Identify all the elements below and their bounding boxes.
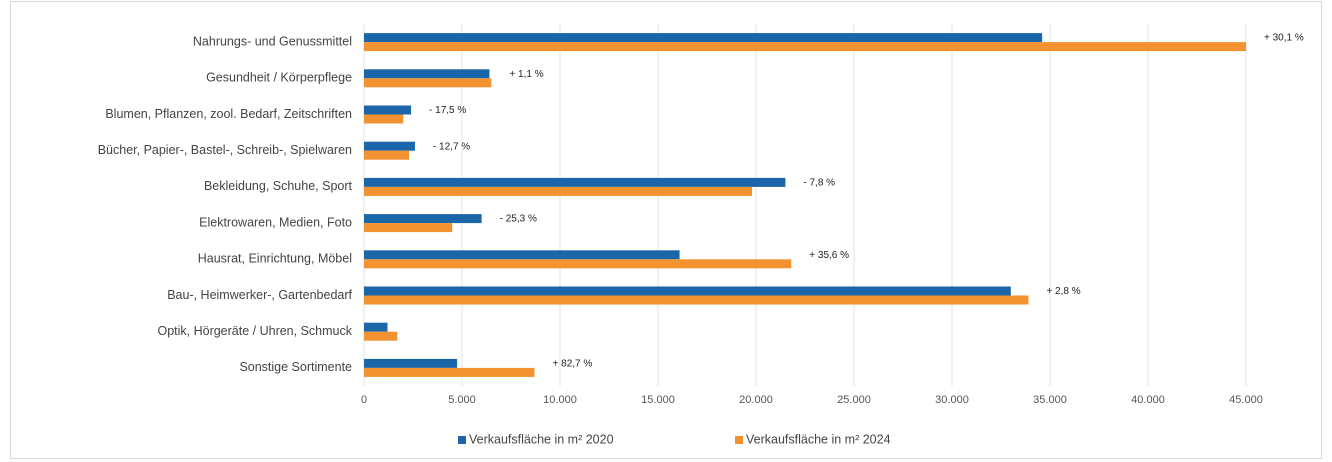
y-tick-label: Blumen, Pflanzen, zool. Bedarf, Zeitschr… [105,107,352,121]
bar [364,114,404,124]
change-label: - 12,7 % [433,141,470,152]
change-label: + 35,6 % [809,250,849,261]
bar [364,331,398,341]
change-label: + 1,1 % [509,69,543,80]
change-label: + 2,8 % [1046,286,1080,297]
y-tick-label: Nahrungs- und Genussmittel [193,34,352,48]
bar [364,186,753,196]
x-tick-label: 5.000 [448,394,476,406]
change-label: - 25,3 % [500,214,537,225]
bar [364,141,415,151]
bar [364,78,492,88]
y-tick-label: Optik, Hörgeräte / Uhren, Schmuck [157,324,352,338]
y-tick-label: Bekleidung, Schuhe, Sport [204,179,353,193]
x-tick-label: 45.000 [1229,394,1263,406]
bar [364,250,680,260]
y-tick-label: Gesundheit / Körperpflege [206,71,352,85]
bar [364,177,786,187]
x-tick-label: 10.000 [543,394,577,406]
bar [364,42,1246,52]
change-label: - 7,8 % [803,178,835,189]
y-tick-label: Sonstige Sortimente [239,360,352,374]
bar [364,105,412,115]
y-tick-label: Hausrat, Einrichtung, Möbel [198,252,352,266]
y-tick-label: Bücher, Papier-, Bastel-, Schreib-, Spie… [98,143,352,157]
x-tick-label: 15.000 [641,394,675,406]
bar [364,69,490,79]
change-label: - 17,5 % [429,105,466,116]
bar [364,286,1011,296]
x-tick-label: 40.000 [1131,394,1165,406]
x-tick-label: 25.000 [837,394,871,406]
bar [364,259,792,269]
bar [364,150,410,160]
bar [364,367,535,377]
bar [364,33,1043,43]
legend-swatch [458,436,466,444]
chart-frame [10,1,1322,459]
bar [364,295,1029,305]
legend-swatch [735,436,743,444]
x-tick-label: 0 [361,394,367,406]
bar [364,214,482,224]
y-tick-label: Bau-, Heimwerker-, Gartenbedarf [167,288,352,302]
x-tick-label: 20.000 [739,394,773,406]
change-label: + 82,7 % [553,359,593,370]
y-tick-label: Elektrowaren, Medien, Foto [199,215,352,229]
x-tick-label: 30.000 [935,394,969,406]
legend-label: Verkaufsfläche in m² 2020 [469,432,614,446]
bar [364,358,458,368]
legend-label: Verkaufsfläche in m² 2024 [746,432,891,446]
bar [364,223,453,233]
bar [364,322,388,332]
x-tick-label: 35.000 [1033,394,1067,406]
change-label: + 30,1 % [1264,33,1304,44]
